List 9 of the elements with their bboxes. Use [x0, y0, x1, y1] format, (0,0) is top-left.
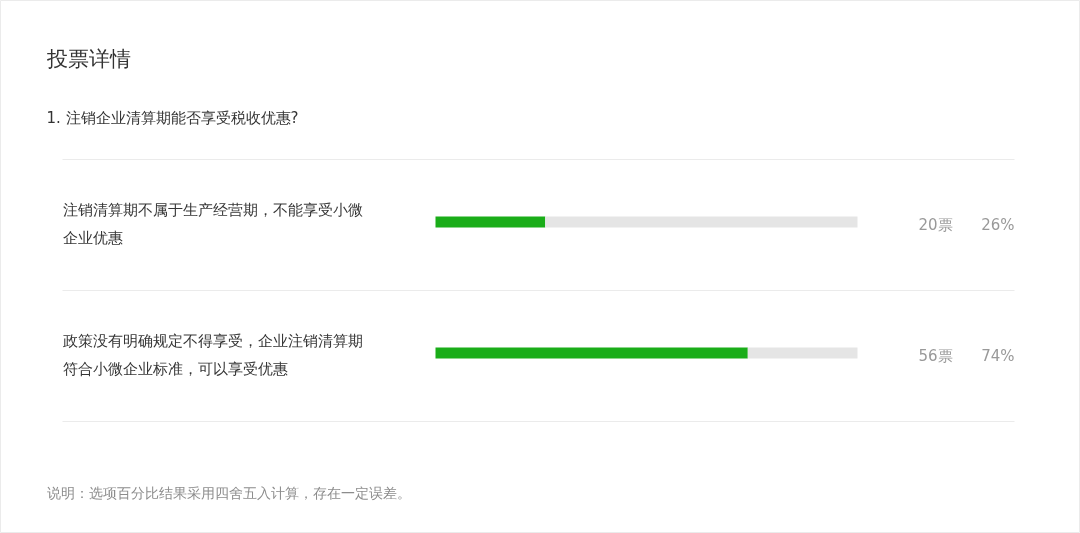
text: 说明：选项百分比结果采用四舍五入计算，存在一定误差。: [46, 484, 411, 501]
text: 投票详情: [45, 46, 131, 71]
data-label: 74%: [981, 347, 1015, 365]
y-tick-label: 注销清算期不属于生产经营期，不能享受小微企业优惠: [62, 200, 363, 248]
data-label: 26%: [981, 216, 1015, 234]
text: 1. 注销企业清算期能否享受税收优惠?: [46, 108, 299, 127]
text: 56票: [918, 347, 953, 365]
y-tick-label: 政策没有明确规定不得享受，企业注销清算期符合小微企业标准，可以享受优惠: [62, 331, 363, 379]
text: 20票: [918, 216, 953, 234]
